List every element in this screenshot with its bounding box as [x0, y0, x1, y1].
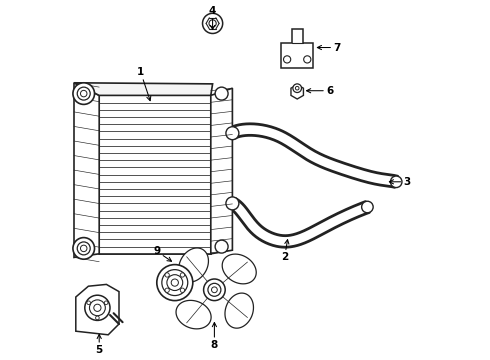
Circle shape	[77, 87, 90, 100]
Circle shape	[87, 301, 91, 305]
Polygon shape	[222, 254, 256, 284]
Circle shape	[226, 197, 239, 210]
Circle shape	[226, 127, 239, 140]
Circle shape	[202, 13, 222, 33]
Polygon shape	[281, 29, 314, 68]
Text: 2: 2	[281, 240, 289, 262]
Text: 8: 8	[211, 323, 218, 350]
Text: 3: 3	[390, 177, 411, 187]
Circle shape	[212, 287, 217, 293]
Circle shape	[293, 84, 301, 93]
Circle shape	[180, 273, 185, 277]
Circle shape	[73, 238, 95, 259]
Circle shape	[295, 86, 299, 90]
Text: 7: 7	[318, 42, 341, 53]
Text: 9: 9	[153, 246, 172, 261]
Polygon shape	[74, 83, 213, 95]
Circle shape	[77, 242, 90, 255]
Polygon shape	[99, 95, 211, 254]
Circle shape	[180, 288, 185, 292]
Circle shape	[204, 279, 225, 301]
Text: 5: 5	[96, 334, 103, 355]
Circle shape	[165, 273, 170, 277]
Circle shape	[215, 87, 228, 100]
Circle shape	[94, 304, 101, 311]
Circle shape	[90, 300, 105, 316]
Circle shape	[215, 240, 228, 253]
Polygon shape	[211, 88, 232, 254]
Circle shape	[304, 56, 311, 63]
Polygon shape	[225, 293, 253, 328]
Circle shape	[162, 270, 188, 296]
Text: 4: 4	[209, 6, 216, 30]
Polygon shape	[179, 248, 208, 282]
Text: 6: 6	[307, 86, 333, 96]
Text: 1: 1	[137, 67, 151, 101]
Circle shape	[96, 316, 99, 320]
Circle shape	[171, 279, 178, 286]
Polygon shape	[291, 85, 303, 99]
Circle shape	[80, 245, 87, 252]
Circle shape	[167, 275, 183, 291]
Circle shape	[391, 176, 402, 188]
Polygon shape	[76, 284, 119, 335]
Circle shape	[157, 265, 193, 301]
Polygon shape	[176, 300, 211, 329]
Circle shape	[284, 56, 291, 63]
Circle shape	[362, 201, 373, 213]
Circle shape	[85, 295, 110, 320]
Circle shape	[165, 288, 170, 292]
Circle shape	[104, 301, 108, 305]
Circle shape	[80, 90, 87, 97]
Circle shape	[73, 83, 95, 104]
Circle shape	[208, 283, 221, 296]
Polygon shape	[74, 83, 99, 257]
Circle shape	[209, 20, 216, 27]
